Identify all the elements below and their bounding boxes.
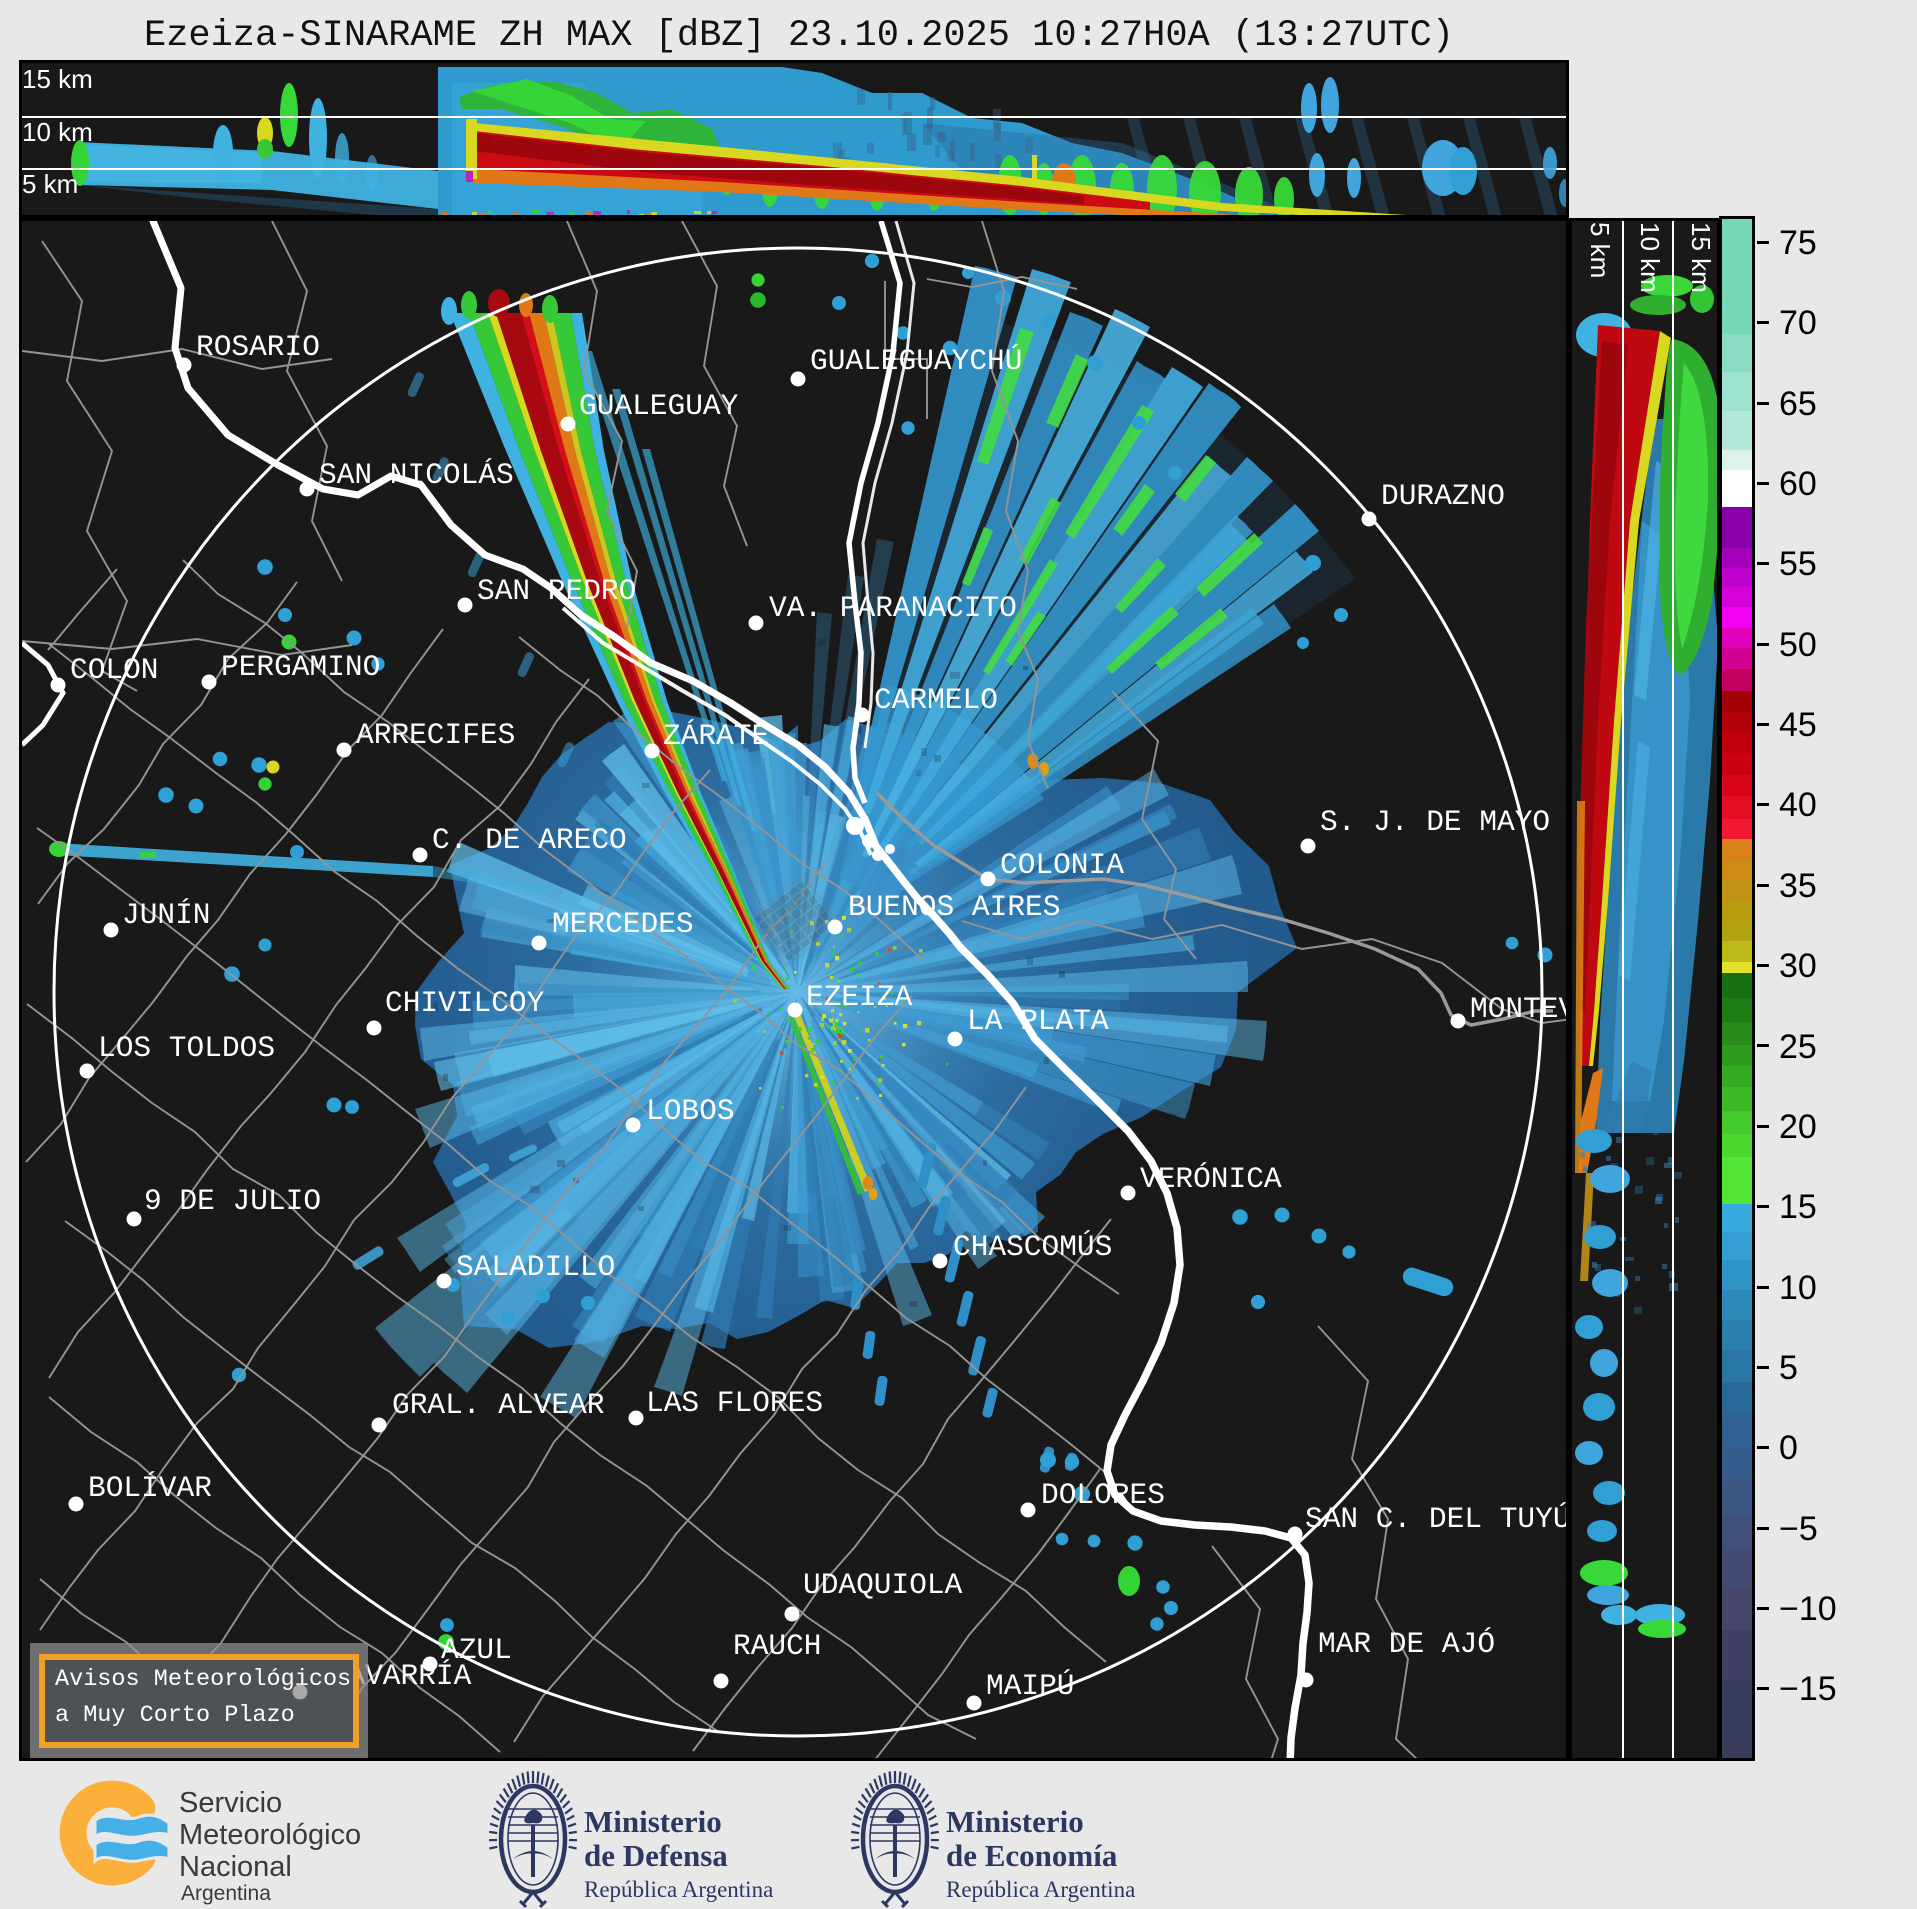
svg-text:Ministerio: Ministerio <box>584 1804 722 1839</box>
svg-text:CHIVILCOY: CHIVILCOY <box>385 986 545 1020</box>
svg-text:MONTEVIDEO: MONTEVIDEO <box>1470 992 1569 1026</box>
svg-text:DURAZNO: DURAZNO <box>1381 479 1505 513</box>
svg-text:de Defensa: de Defensa <box>584 1838 728 1873</box>
svg-text:MAR DE AJÓ: MAR DE AJÓ <box>1318 1627 1495 1661</box>
svg-text:ROSARIO: ROSARIO <box>196 330 320 364</box>
svg-text:VERÓNICA: VERÓNICA <box>1140 1162 1282 1196</box>
svg-text:COLON: COLON <box>70 653 159 687</box>
svg-text:de Economía: de Economía <box>946 1838 1118 1873</box>
svg-text:AZUL: AZUL <box>441 1633 512 1667</box>
svg-text:CARMELO: CARMELO <box>874 683 998 717</box>
svg-text:ARRECIFES: ARRECIFES <box>356 718 515 752</box>
svg-text:a Muy Corto Plazo: a Muy Corto Plazo <box>55 1702 295 1729</box>
svg-text:Argentina: Argentina <box>181 1882 271 1905</box>
svg-text:BUENOS AIRES: BUENOS AIRES <box>848 890 1060 924</box>
svg-text:VA. PARANACITO: VA. PARANACITO <box>769 591 1017 625</box>
svg-text:S. J. DE MAYO: S. J. DE MAYO <box>1320 805 1550 839</box>
svg-text:MERCEDES: MERCEDES <box>552 907 694 941</box>
svg-text:ZÁRATE: ZÁRATE <box>663 719 769 753</box>
svg-text:EZEIZA: EZEIZA <box>806 980 913 1014</box>
svg-text:GUALEGUAY: GUALEGUAY <box>579 389 739 423</box>
svg-text:GUALEGUAYCHÚ: GUALEGUAYCHÚ <box>810 344 1022 378</box>
svg-text:BOLÍVAR: BOLÍVAR <box>88 1471 212 1505</box>
svg-text:Servicio: Servicio <box>179 1787 282 1819</box>
svg-text:DOLORES: DOLORES <box>1041 1478 1165 1512</box>
svg-text:JUNÍN: JUNÍN <box>122 898 211 932</box>
svg-text:LA PLATA: LA PLATA <box>967 1004 1109 1038</box>
svg-text:Ministerio: Ministerio <box>946 1804 1084 1839</box>
svg-text:C. DE ARECO: C. DE ARECO <box>432 823 627 857</box>
svg-text:Nacional: Nacional <box>179 1851 292 1883</box>
svg-text:República Argentina: República Argentina <box>584 1877 773 1902</box>
svg-text:SAN C. DEL TUYÚ: SAN C. DEL TUYÚ <box>1305 1502 1569 1536</box>
svg-text:LAS FLORES: LAS FLORES <box>646 1386 823 1420</box>
svg-text:Meteorológico: Meteorológico <box>179 1819 361 1851</box>
svg-text:SAN NICOLÁS: SAN NICOLÁS <box>319 458 514 492</box>
svg-text:LOBOS: LOBOS <box>646 1094 735 1128</box>
svg-text:LOS TOLDOS: LOS TOLDOS <box>98 1031 275 1065</box>
svg-text:COLONIA: COLONIA <box>1000 848 1124 882</box>
svg-text:RAUCH: RAUCH <box>733 1629 822 1663</box>
svg-text:SAN PEDRO: SAN PEDRO <box>477 574 636 608</box>
svg-text:CHASCOMÚS: CHASCOMÚS <box>953 1230 1112 1264</box>
svg-text:GRAL. ALVEAR: GRAL. ALVEAR <box>392 1388 604 1422</box>
svg-text:MAIPÚ: MAIPÚ <box>986 1669 1075 1703</box>
svg-text:SALADILLO: SALADILLO <box>456 1250 615 1284</box>
svg-text:UDAQUIOLA: UDAQUIOLA <box>803 1568 963 1602</box>
svg-text:PERGAMINO: PERGAMINO <box>221 650 380 684</box>
svg-text:9 DE JULIO: 9 DE JULIO <box>144 1184 321 1218</box>
svg-text:República Argentina: República Argentina <box>946 1877 1135 1902</box>
